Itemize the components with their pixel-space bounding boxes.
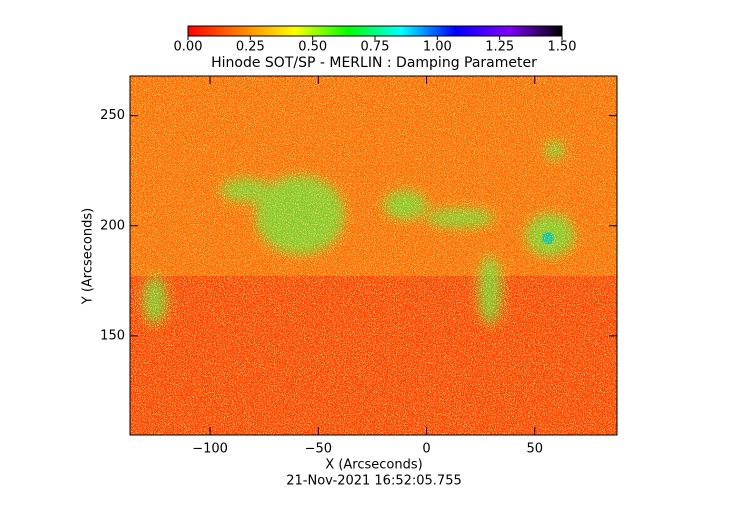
- heatmap-white-noise: [130, 76, 617, 435]
- colorbar-tick-label: 1.50: [548, 40, 577, 55]
- colorbar-tick-label: 0.25: [236, 40, 265, 55]
- x-tick-label: 50: [526, 442, 543, 457]
- colorbar-tick-label: 0.50: [298, 40, 327, 55]
- heatmap-image: [130, 76, 617, 435]
- chart-title: Hinode SOT/SP - MERLIN : Damping Paramet…: [211, 55, 537, 71]
- x-tick-label: −100: [192, 442, 228, 457]
- colorbar-tick-label: 0.75: [361, 40, 390, 55]
- y-tick-label: 250: [100, 108, 125, 123]
- y-axis-label: Y (Arcseconds): [81, 208, 96, 305]
- colorbar-tick-label: 1.00: [423, 40, 452, 55]
- colorbar: [187, 25, 563, 37]
- x-axis-label: X (Arcseconds): [325, 458, 422, 473]
- colorbar-tick-label: 1.25: [485, 40, 514, 55]
- x-tick-label: −50: [305, 442, 332, 457]
- x-tick-label: 0: [422, 442, 430, 457]
- footer: 21-Nov-2021 16:52:05.755: [286, 474, 462, 489]
- colorbar-tick-label: 0.00: [174, 40, 203, 55]
- plot-frame: [129, 75, 618, 436]
- y-tick-label: 200: [100, 218, 125, 233]
- y-tick-label: 150: [100, 328, 125, 343]
